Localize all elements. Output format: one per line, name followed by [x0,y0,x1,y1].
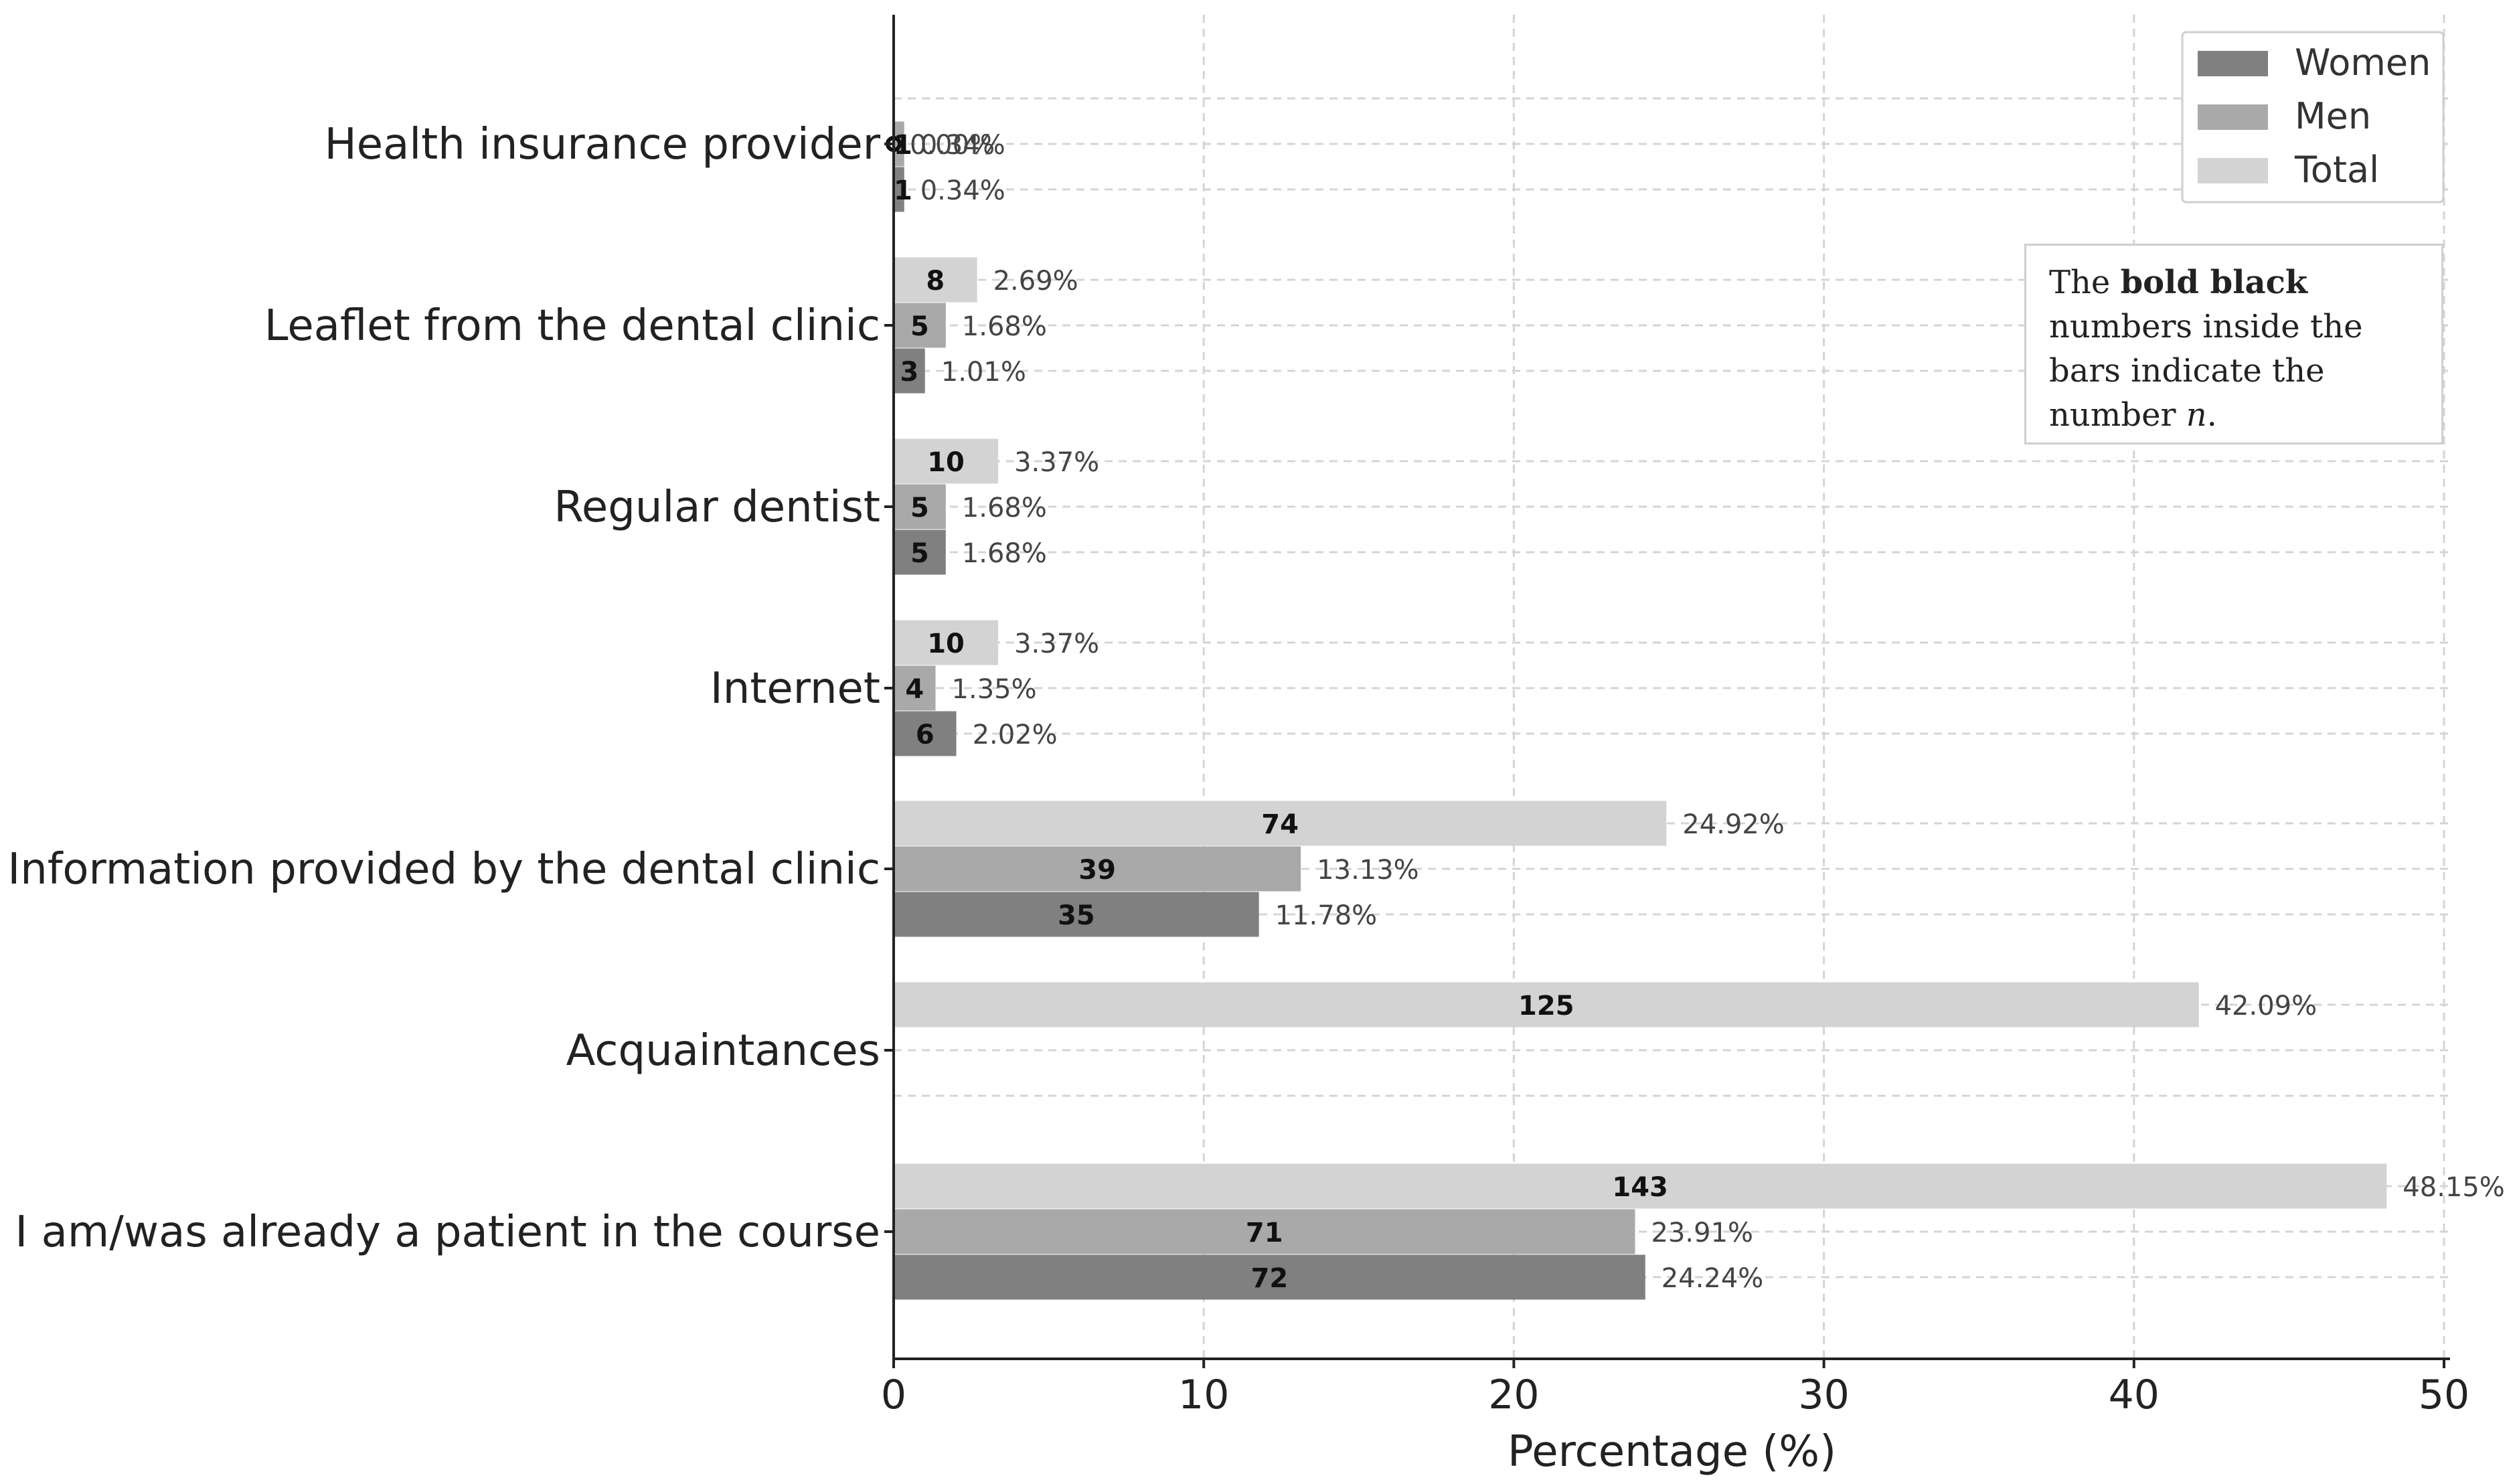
bar-count-label: 3 [900,357,918,388]
legend-swatch-total [2198,158,2268,183]
x-tick-label: 40 [2109,1372,2160,1418]
bar-men [894,1209,1635,1254]
note-text-mid: numbers inside the bars indicate the num… [2049,308,2363,434]
bar-count-label: 1 [894,130,912,161]
bar-percent-label: 42.09% [2215,991,2318,1021]
bar-count-label: 71 [1246,1218,1283,1248]
x-tick-label: 30 [1798,1372,1849,1418]
x-tick-label: 50 [2419,1372,2469,1418]
bar-count-label: 4 [905,674,924,705]
bar-count-label: 143 [1612,1172,1668,1203]
bar-count-label: 6 [916,720,935,750]
bar-percent-label: 13.13% [1317,855,1419,886]
bar-men [894,846,1301,892]
note-text-pre: The [2049,264,2121,301]
bar-percent-label: 1.68% [962,493,1047,523]
bar-percent-label: 11.78% [1275,900,1378,931]
category-label: Health insurance provider [325,120,881,169]
legend-label: Total [2294,149,2379,191]
bar-total [894,801,1667,846]
legend-label: Women [2295,42,2431,84]
bar-percent-label: 1.68% [962,538,1047,569]
bar-count-label: 125 [1518,991,1574,1021]
bar-women [894,892,1259,937]
bar-women [894,711,957,756]
axes: 0 10 20 30 40 50 Health insurance provider Leaf… [7,15,2469,1477]
bar-percent-label: 0.34% [920,130,1005,161]
x-tick-label: 10 [1178,1372,1229,1418]
bar-women [894,529,946,575]
bar-women [894,1254,1645,1300]
bar-count-label: 10 [927,447,965,478]
bar-count-label: 8 [926,266,945,297]
bar-percent-label: 24.92% [1682,809,1785,840]
category-label: Acquaintances [566,1026,880,1076]
bar-count-label: 74 [1261,809,1299,840]
note-text-n: n [2186,396,2207,434]
bar-percent-label: 1.35% [952,674,1037,705]
bar-percent-label: 1.68% [962,311,1047,342]
bar-men [894,303,946,348]
category-label: I am/was already a patient in the course [15,1208,880,1257]
bar-percent-label: 1.01% [941,357,1026,388]
bar-men [894,665,936,711]
bar-count-label: 72 [1251,1263,1289,1294]
bar-count-label: 35 [1058,900,1095,931]
category-label: Information provided by the dental clini… [7,845,880,894]
bar-percent-label: 2.69% [993,266,1078,297]
bar-total [894,257,977,303]
legend-label: Men [2295,95,2371,137]
bar-count-label: 10 [927,629,965,659]
bar-count-label: 39 [1078,855,1116,886]
grid-lines [894,15,2450,1359]
bar-total [894,982,2199,1027]
bar-total [894,438,999,484]
bar-count-label: 5 [910,493,929,523]
bar-total [894,620,999,665]
bar-total [894,1163,2387,1209]
bar-percent-label: 24.24% [1661,1263,1764,1294]
bar-percent-label: 48.15% [2403,1172,2505,1203]
bar-men [894,484,946,529]
category-label: Regular dentist [554,483,880,532]
bars: 8 2.69%10 3.37%10 3.37%74 24.92%125 42.09%143… [886,121,2505,1300]
bar-percent-label: 0.34% [920,175,1005,206]
note-text-bold: bold black [2120,264,2308,301]
bar-women [894,167,904,212]
x-tick-label: 20 [1488,1372,1539,1418]
legend: Women Men Total [2181,31,2445,203]
bar-percent-label: 0.00% [910,130,995,161]
bar-count-label: 5 [910,311,929,342]
x-axis-title: Percentage (%) [1508,1427,1836,1477]
bar-count-label: 5 [910,538,929,569]
bar-percent-label: 2.02% [973,720,1058,750]
x-tick-label: 0 [881,1372,906,1418]
legend-swatch-men [2198,104,2268,130]
bar-women [894,348,925,394]
bar-percent-label: 3.37% [1014,629,1099,659]
category-label: Leaflet from the dental clinic [264,301,880,351]
annotation-note: The bold black numbers inside the bars i… [2024,244,2443,444]
note-text-end: . [2206,396,2217,434]
bar-percent-label: 23.91% [1651,1218,1754,1248]
bar-percent-label: 3.37% [1014,447,1099,478]
category-label: Internet [710,664,880,714]
bar-count-label: 1 [894,175,912,206]
legend-swatch-women [2198,51,2268,76]
